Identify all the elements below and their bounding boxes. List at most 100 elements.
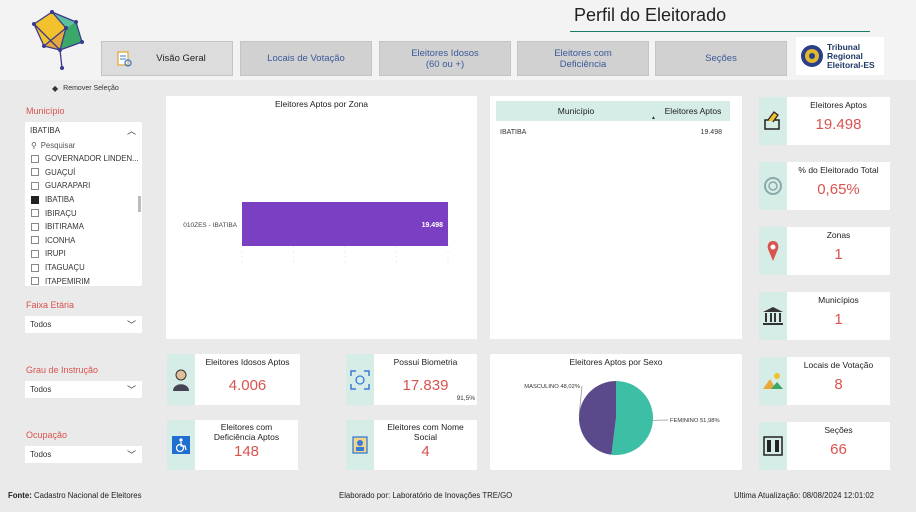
title-underline <box>570 31 870 32</box>
wheelchair-icon <box>172 436 190 454</box>
kpi-idosos: Eleitores Idosos Aptos 4.006 <box>195 354 300 405</box>
kpi-title: Eleitores com Nome Social <box>387 422 464 442</box>
col-aptos-header[interactable]: Eleitores Aptos <box>664 106 722 116</box>
kpi-zonas: Zonas 1 <box>787 227 890 275</box>
tab-eleitores-idosos[interactable]: Eleitores Idosos (60 ou +) <box>379 41 511 76</box>
kpi-value: 19.498 <box>815 116 862 133</box>
map-pin-icon <box>767 241 779 261</box>
ocupacao-dropdown[interactable]: Todos ﹀ <box>25 446 142 463</box>
tab-eleitores-deficiencia[interactable]: Eleitores com Deficiência <box>517 41 649 76</box>
checkbox[interactable] <box>31 222 39 231</box>
municipio-list-item[interactable]: ICONHA <box>31 234 142 248</box>
municipio-name: IBIRAÇU <box>45 208 77 218</box>
municipio-list-item[interactable]: IRUPI <box>31 247 142 261</box>
checkbox[interactable] <box>31 209 39 218</box>
fonte-value: Cadastro Nacional de Eleitores <box>34 491 142 500</box>
remove-selection-button[interactable]: ◆ Remover Seleção <box>52 84 119 93</box>
municipio-name: GOVERNADOR LINDEN... <box>45 154 139 164</box>
kpi-nome-social-icon-box <box>346 420 374 470</box>
municipio-name: ICONHA <box>45 235 76 245</box>
municipio-list-item[interactable]: ITAPEMIRIM <box>31 274 142 288</box>
municipio-list-panel: ⚲ Pesquisar GOVERNADOR LINDEN... GUAÇUÍ GU… <box>25 138 142 286</box>
chevron-down-icon: ﹀ <box>126 450 136 460</box>
municipio-selected: IBATIBA <box>30 125 61 135</box>
faixa-etaria-dropdown[interactable]: Todos ﹀ <box>25 316 142 333</box>
tab-label: Locais de Votação <box>267 53 345 64</box>
municipio-name: IRUPI <box>45 249 66 259</box>
kpi-value: 148 <box>233 443 260 460</box>
municipio-dropdown[interactable]: IBATIBA ︿ <box>25 122 142 138</box>
kpi-value: 0,65% <box>817 181 860 198</box>
kpi-value: 66 <box>830 441 847 458</box>
checkbox[interactable] <box>31 249 39 258</box>
municipio-list-item[interactable]: IBITIRAMA <box>31 220 142 234</box>
tab-secoes[interactable]: Seções <box>655 41 787 76</box>
kpi-aptos: Eleitores Aptos 19.498 <box>787 97 890 145</box>
tre-line: Regional <box>827 50 863 61</box>
pie-slice-masculino[interactable] <box>579 381 616 455</box>
bar[interactable] <box>242 202 448 246</box>
grau-instrucao-dropdown[interactable]: Todos ﹀ <box>25 381 142 398</box>
kpi-title: Eleitores Aptos <box>810 100 867 110</box>
remove-selection-label: Remover Seleção <box>63 85 119 92</box>
tab-visao-geral[interactable]: Visão Geral <box>101 41 233 76</box>
search-box[interactable]: ⚲ Pesquisar <box>25 138 142 152</box>
col-municipio-header[interactable]: Município <box>557 106 595 116</box>
faixa-etaria-value: Todos <box>30 320 52 329</box>
checkbox[interactable] <box>31 263 39 272</box>
municipio-list-item[interactable]: IBATIBA <box>31 193 142 207</box>
footer-fonte: Fonte: Cadastro Nacional de Eleitores <box>8 491 141 500</box>
municipio-label: Município <box>26 106 65 116</box>
cell-municipio: IBATIBA <box>500 128 527 136</box>
checkbox[interactable] <box>31 181 39 190</box>
kpi-value: 4 <box>421 443 430 460</box>
checkbox[interactable] <box>31 154 39 163</box>
tab-locais-votacao[interactable]: Locais de Votação <box>240 41 372 76</box>
sort-desc-icon: ▲ <box>651 115 656 121</box>
page-title: Perfil do Eleitorado <box>574 5 727 25</box>
pie-label: FEMININO 51,98% <box>670 418 720 424</box>
tre-emblem-icon <box>801 45 823 67</box>
municipio-list-item[interactable]: GUARAPARI <box>31 179 142 193</box>
municipio-list-item[interactable]: IBIRAÇU <box>31 206 142 220</box>
kpi-title: Seções <box>824 425 853 435</box>
chevron-down-icon: ﹀ <box>126 320 136 330</box>
kpi-aptos-icon-box <box>759 97 787 145</box>
municipio-list-item[interactable]: GUAÇUÍ <box>31 166 142 180</box>
checkbox[interactable] <box>31 236 39 245</box>
landscape-icon <box>763 373 783 389</box>
pie-leader-line <box>578 385 583 416</box>
municipio-list: GOVERNADOR LINDEN... GUAÇUÍ GUARAPARI IBATI… <box>25 152 142 288</box>
municipio-list-item[interactable]: ITAGUAÇU <box>31 261 142 275</box>
cell-aptos: 19.498 <box>700 128 722 136</box>
pie-slice-feminino[interactable] <box>611 381 653 455</box>
pie-label: MASCULINO 48,02% <box>524 384 580 390</box>
app-logo <box>32 10 84 70</box>
grau-instrucao-label: Grau de Instrução <box>26 365 99 375</box>
municipio-name: GUARAPARI <box>45 181 91 191</box>
pie-chart-svg: MASCULINO 48,02% FEMININO 51,98% <box>524 381 720 455</box>
search-icon: ⚲ <box>31 140 37 150</box>
table-row[interactable]: IBATIBA 19.498 <box>496 126 730 138</box>
checkbox[interactable] <box>31 195 39 204</box>
gauge-icon <box>764 177 782 195</box>
fonte-label: Fonte: <box>8 491 32 500</box>
tab-label: Seções <box>705 53 737 64</box>
municipio-list-item[interactable]: GOVERNADOR LINDEN... <box>31 152 142 166</box>
bar-category-label: 010ZES - IBATIBA <box>183 222 237 229</box>
kpi-title: Eleitores com Deficiência Aptos <box>213 422 280 442</box>
kpi-subvalue: 91,5% <box>456 395 475 402</box>
checkbox[interactable] <box>31 168 39 177</box>
kpi-title: Municípios <box>818 295 859 305</box>
kpi-title: % do Eleitorado Total <box>798 165 879 175</box>
checkbox[interactable] <box>31 277 39 286</box>
bar-value-label: 19.498 <box>422 222 444 229</box>
kpi-zonas-icon-box <box>759 227 787 275</box>
kpi-nome-social: Eleitores com Nome Social 4 <box>374 420 477 470</box>
kpi-title: Locais de Votação <box>803 360 874 370</box>
scrollbar-thumb[interactable] <box>138 196 141 212</box>
footer-elaborado: Elaborado por: Laboratório de Inovações … <box>339 491 513 500</box>
elderly-icon <box>173 369 189 391</box>
chevron-down-icon: ﹀ <box>126 385 136 395</box>
id-card-icon <box>352 436 368 454</box>
